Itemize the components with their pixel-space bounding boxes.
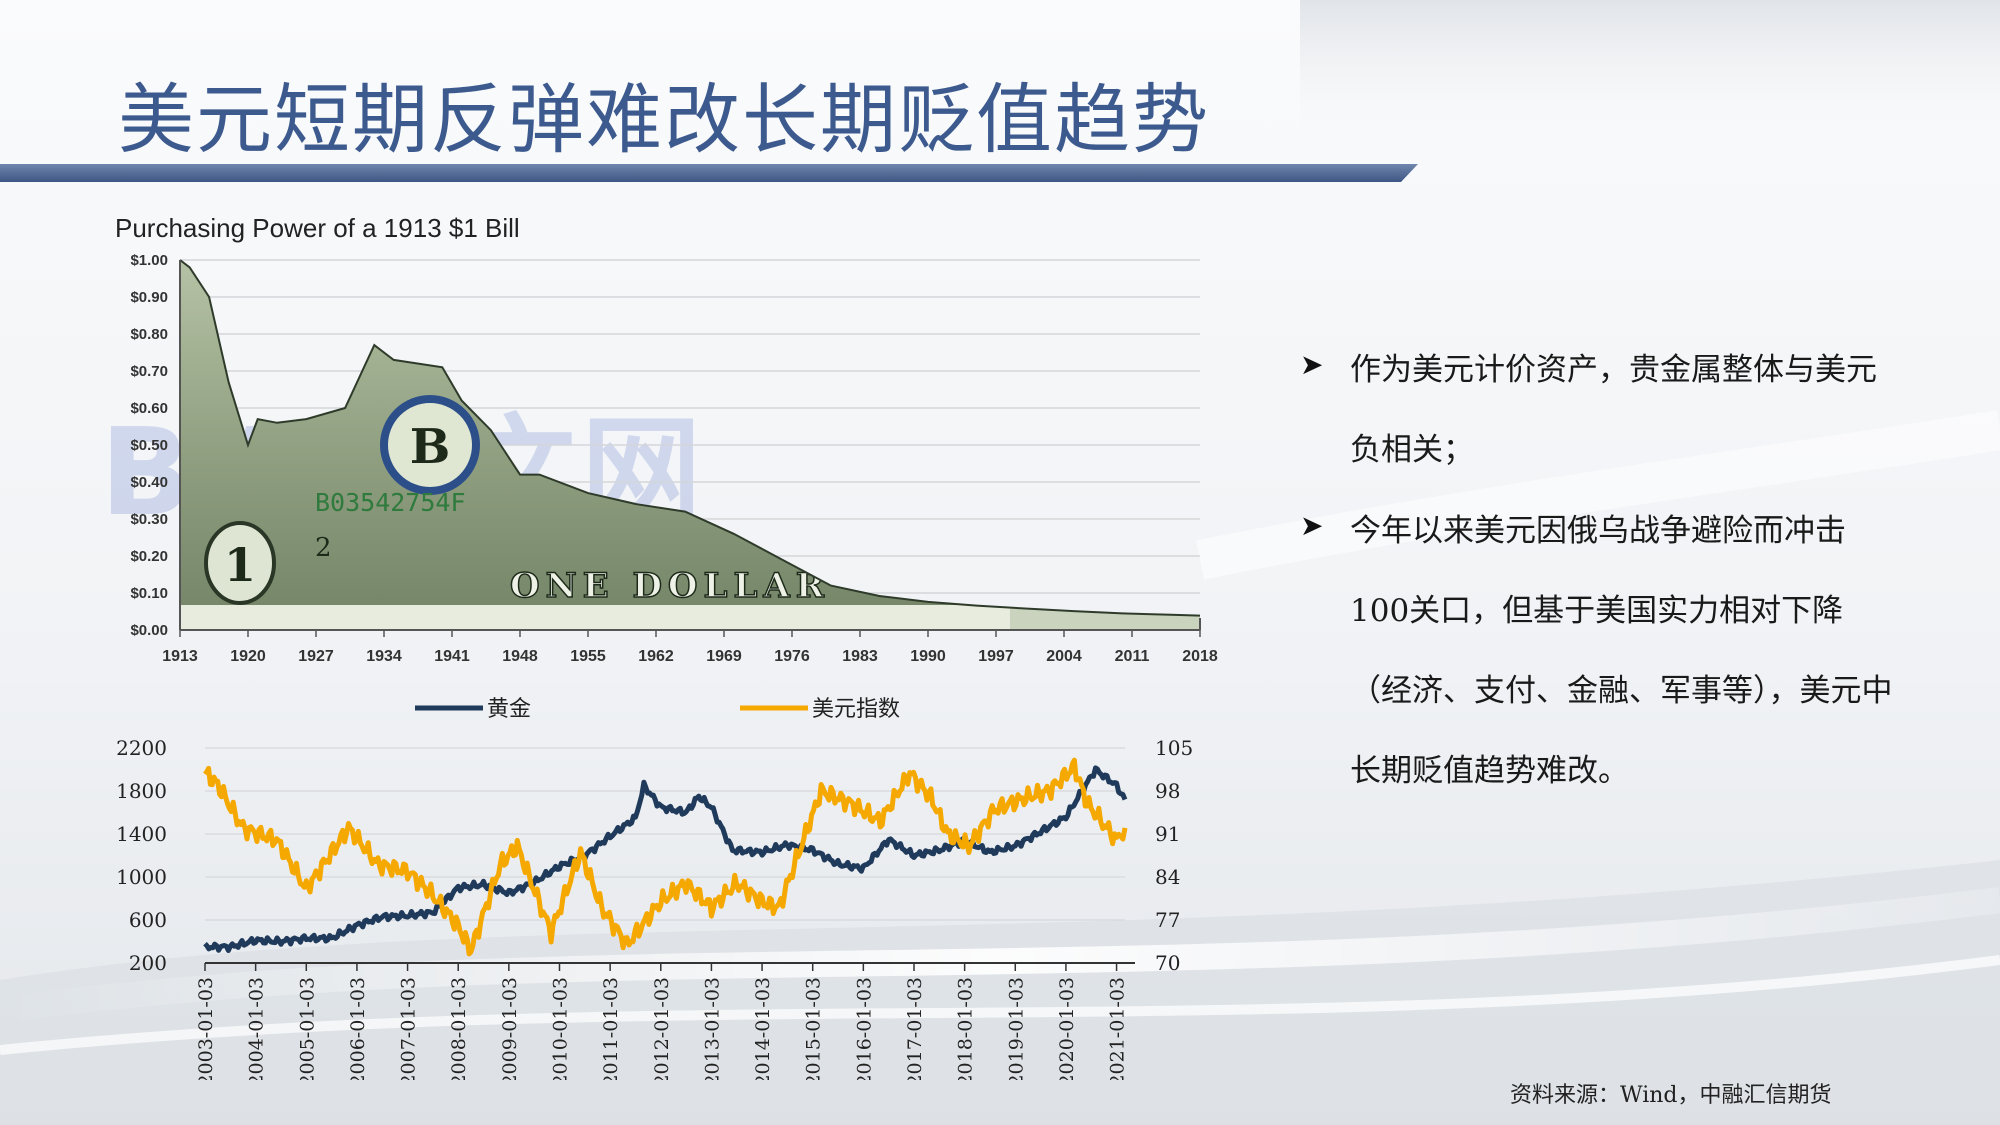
arrow-bullet-icon: ➤ — [1300, 348, 1324, 381]
y-tick-label: $0.70 — [130, 363, 168, 380]
bullet-item: ➤ 今年以来美元因俄乌战争避险而冲击100关口，但基于美国实力相对下降（经济、支… — [1300, 491, 1900, 811]
left-y-tick-label: 200 — [129, 951, 167, 975]
purchasing-power-chart: B B03542754F 1 2 ONE DOLLAR $0.00 $0.10 $0… — [130, 252, 1218, 665]
left-y-tick-label: 1000 — [116, 865, 167, 889]
x-tick-label: 1913 — [162, 648, 198, 665]
x-tick-label: 1962 — [638, 648, 674, 665]
left-y-tick-label: 2200 — [116, 736, 167, 760]
gold-series-line — [203, 765, 1128, 953]
x-tick-label: 2012-01-03 — [651, 977, 673, 1080]
x-tick-label: 2018-01-03 — [955, 977, 977, 1080]
x-tick-label: 1948 — [502, 648, 538, 665]
right-y-tick-label: 70 — [1155, 951, 1180, 975]
chart1-title: Purchasing Power of a 1913 $1 Bill — [115, 213, 520, 243]
x-tick-label: 2006-01-03 — [347, 977, 369, 1080]
title-underline-bar — [0, 164, 1418, 182]
y-tick-label: $0.30 — [130, 511, 168, 528]
legend-label: 美元指数 — [812, 697, 900, 722]
bill-corner-numeral: 1 — [224, 538, 256, 592]
page-title: 美元短期反弹难改长期贬值趋势 — [118, 75, 1210, 164]
y-tick-label: $0.60 — [130, 400, 168, 417]
x-tick-label: 2013-01-03 — [701, 977, 723, 1080]
bill-seal-letter: B — [410, 419, 451, 475]
x-tick-label: 1955 — [570, 648, 606, 665]
x-tick-label: 2018 — [1182, 648, 1218, 665]
source-note: 资料来源：Wind，中融汇信期货 — [1510, 1083, 1832, 1108]
bill-denomination-text: ONE DOLLAR — [510, 566, 830, 606]
arrow-bullet-icon: ➤ — [1300, 509, 1324, 542]
title-area: 美元短期反弹难改长期贬值趋势 — [0, 0, 1420, 185]
x-tick-label: 1990 — [910, 648, 946, 665]
bill-small-numeral: 2 — [315, 533, 332, 563]
x-tick-label: 2020-01-03 — [1056, 977, 1078, 1080]
y-tick-label: $0.40 — [130, 474, 168, 491]
legend-label: 黄金 — [487, 697, 531, 722]
usd-index-series-line — [203, 757, 1128, 957]
x-tick-label: 2015-01-03 — [803, 977, 825, 1080]
x-tick-label: 2004-01-03 — [246, 977, 268, 1080]
right-y-tick-label: 77 — [1155, 908, 1180, 932]
x-tick-label: 1927 — [298, 648, 334, 665]
x-tick-label: 2003-01-03 — [195, 977, 217, 1080]
y-tick-label: $0.50 — [130, 437, 168, 454]
x-tick-label: 1934 — [366, 648, 402, 665]
y-tick-label: $0.20 — [130, 548, 168, 565]
x-tick-label: 2019-01-03 — [1005, 977, 1027, 1080]
x-tick-label: 2008-01-03 — [448, 977, 470, 1080]
bullet-text: 今年以来美元因俄乌战争避险而冲击100关口，但基于美国实力相对下降（经济、支付、… — [1350, 513, 1893, 789]
x-tick-label: 1941 — [434, 648, 470, 665]
right-y-tick-label: 84 — [1155, 865, 1180, 889]
gold-vs-usd-chart: 黄金 美元指数 2200 105 1800 98 1400 91 1000 84 600 77 200… — [116, 697, 1193, 1080]
purchasing-power-line — [179, 259, 1201, 617]
x-tick-label: 1983 — [842, 648, 878, 665]
y-tick-label: $0.00 — [130, 622, 168, 639]
right-y-tick-label: 105 — [1155, 736, 1193, 760]
x-tick-label: 2010-01-03 — [549, 977, 571, 1080]
y-tick-label: $0.80 — [130, 326, 168, 343]
dollar-bill-graphic: B B03542754F 1 2 ONE DOLLAR — [180, 260, 1010, 630]
y-tick-label: $0.90 — [130, 289, 168, 306]
x-tick-label: 2016-01-03 — [853, 977, 875, 1080]
x-tick-label: 1920 — [230, 648, 266, 665]
x-tick-label: 2011 — [1115, 648, 1150, 665]
left-y-tick-label: 1800 — [116, 779, 167, 803]
bill-serial-number: B03542754F — [315, 488, 466, 517]
right-y-tick-label: 91 — [1155, 822, 1180, 846]
x-tick-label: 2005-01-03 — [296, 977, 318, 1080]
left-y-tick-label: 600 — [129, 908, 167, 932]
y-tick-label: $0.10 — [130, 585, 168, 602]
right-y-tick-label: 98 — [1155, 779, 1180, 803]
x-tick-label: 2021-01-03 — [1107, 977, 1129, 1080]
y-tick-label: $1.00 — [130, 252, 168, 269]
x-tick-label: 2011-01-03 — [600, 977, 622, 1080]
x-tick-label: 2017-01-03 — [904, 977, 926, 1080]
left-y-tick-label: 1400 — [116, 822, 167, 846]
bill-seal — [380, 395, 480, 495]
legend: 黄金 美元指数 — [415, 697, 900, 722]
x-tick-label: 2014-01-03 — [752, 977, 774, 1080]
x-tick-label: 1976 — [774, 648, 810, 665]
bullet-item: ➤ 作为美元计价资产，贵金属整体与美元负相关； — [1300, 330, 1900, 490]
x-tick-label: 2009-01-03 — [499, 977, 521, 1080]
bullet-list: ➤ 作为美元计价资产，贵金属整体与美元负相关； ➤ 今年以来美元因俄乌战争避险而… — [1300, 330, 1900, 812]
x-tick-label: 2007-01-03 — [398, 977, 420, 1080]
bullet-text: 作为美元计价资产，贵金属整体与美元负相关； — [1350, 352, 1877, 468]
bill-corner-seal — [204, 521, 276, 605]
x-tick-label: 1997 — [978, 648, 1014, 665]
x-tick-label: 1969 — [706, 648, 742, 665]
x-tick-label: 2004 — [1046, 648, 1082, 665]
